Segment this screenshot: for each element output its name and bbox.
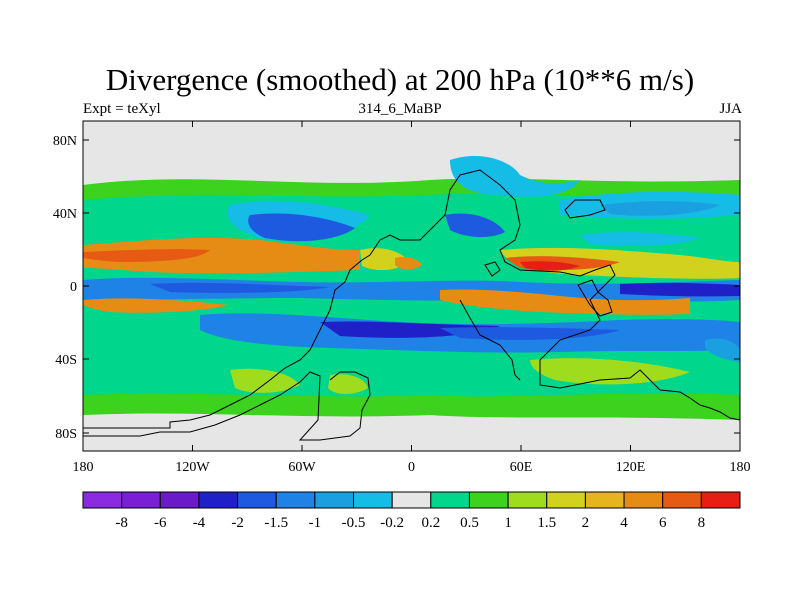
colorbar-swatch <box>353 491 393 509</box>
colorbar-swatch <box>275 491 316 509</box>
x-tick-label: 180 <box>730 460 751 475</box>
x-axis: 180 120W 60W 0 60E 120E 180 <box>73 121 751 475</box>
colorbar-label: 4 <box>620 515 628 531</box>
colorbar-swatch <box>391 491 432 509</box>
colorbar-label: 0.2 <box>421 515 440 531</box>
colorbar-swatch <box>237 491 277 509</box>
colorbar: -8 -6 -4 -2 -1.5 -1 -0.5 -0.2 0.2 0.5 1 1.5 2 4 6 8 <box>82 491 741 531</box>
experiment-label: Expt = teXyl <box>83 101 161 117</box>
colorbar-swatch <box>198 491 239 509</box>
x-tick-label: 120W <box>175 460 210 475</box>
colorbar-label: 8 <box>698 515 706 531</box>
colorbar-label: 6 <box>659 515 667 531</box>
colorbar-swatch <box>159 491 200 509</box>
colorbar-label: -6 <box>154 515 167 531</box>
coastlines <box>83 169 741 441</box>
colorbar-swatch <box>507 491 548 509</box>
colorbar-label: 1 <box>504 515 512 531</box>
colorbar-swatch <box>662 491 702 509</box>
field-layer <box>83 121 740 451</box>
y-tick-label: 80N <box>53 134 77 149</box>
colorbar-swatch <box>314 491 355 509</box>
colorbar-swatch <box>82 491 123 509</box>
x-tick-label: 60W <box>288 460 316 475</box>
colorbar-label: -0.5 <box>342 515 366 531</box>
colorbar-swatch <box>546 491 586 509</box>
colorbar-label: -1.5 <box>264 515 288 531</box>
season-label: JJA <box>719 101 742 117</box>
x-tick-label: 60E <box>510 460 533 475</box>
colorbar-swatch <box>468 491 509 509</box>
run-label: 314_6_MaBP <box>358 101 442 117</box>
colorbar-label: -4 <box>193 515 206 531</box>
colorbar-label: -1 <box>309 515 322 531</box>
colorbar-label: 1.5 <box>537 515 556 531</box>
y-tick-label: 40N <box>53 207 77 222</box>
x-tick-label: 0 <box>408 460 415 475</box>
colorbar-label: -2 <box>231 515 244 531</box>
colorbar-label: -8 <box>115 515 128 531</box>
map-title: Divergence (smoothed) at 200 hPa (10**6 … <box>105 62 695 97</box>
y-tick-label: 80S <box>55 427 77 442</box>
colorbar-swatch <box>700 491 741 509</box>
y-axis: 80N 40N 0 40S 80S <box>53 134 740 442</box>
colorbar-swatch <box>121 491 161 509</box>
colorbar-label: 2 <box>582 515 590 531</box>
colorbar-swatch <box>623 491 664 509</box>
colorbar-label: 0.5 <box>460 515 479 531</box>
y-tick-label: 0 <box>70 280 77 295</box>
colorbar-label: -0.2 <box>380 515 404 531</box>
colorbar-swatch <box>584 491 625 509</box>
x-tick-label: 120E <box>616 460 646 475</box>
x-tick-label: 180 <box>73 460 94 475</box>
colorbar-swatch <box>430 491 470 509</box>
y-tick-label: 40S <box>55 353 77 368</box>
